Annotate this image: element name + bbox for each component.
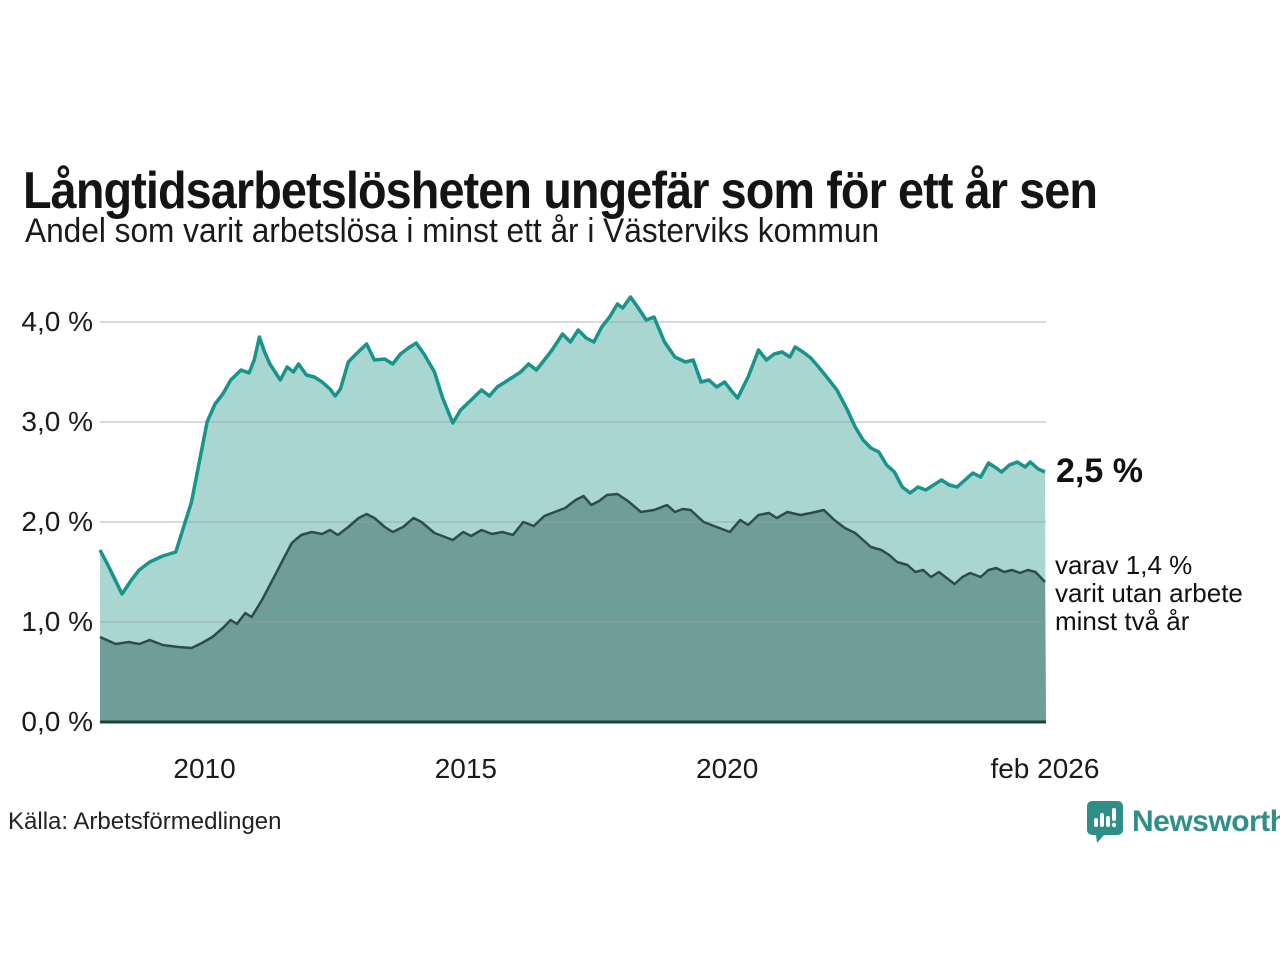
subset-label-line-1: varav 1,4 % <box>1055 550 1193 580</box>
series-end-label-subset: varav 1,4 % varit utan arbete minst två … <box>1055 551 1243 635</box>
x-axis-baseline <box>100 720 1046 724</box>
newsworthy-icon <box>1087 801 1123 843</box>
subset-label-line-2: varit utan arbete <box>1055 578 1243 608</box>
y-tick-label: 1,0 % <box>21 606 93 637</box>
series-end-label-total: 2,5 % <box>1056 452 1143 490</box>
y-tick-label: 2,0 % <box>21 506 93 537</box>
subset-line <box>99 492 1046 650</box>
page-title: Långtidsarbetslösheten ungefär som för e… <box>23 161 1098 220</box>
brand-name: Newsworthy <box>1132 805 1280 838</box>
y-tick-label: 3,0 % <box>21 406 93 437</box>
brand-logo: Newsworthy <box>1086 800 1280 844</box>
y-tick-label: 4,0 % <box>21 306 93 337</box>
subset-label-line-3: minst två år <box>1055 606 1190 636</box>
x-tick-label: feb 2026 <box>990 753 1099 784</box>
source-attribution: Källa: Arbetsförmedlingen <box>8 808 282 835</box>
subset-area <box>100 494 1046 722</box>
x-tick-label: 2010 <box>173 753 235 784</box>
y-tick-label: 0,0 % <box>21 706 93 737</box>
x-tick-label: 2020 <box>696 753 758 784</box>
chart-subtitle: Andel som varit arbetslösa i minst ett å… <box>25 212 880 250</box>
total-line <box>98 295 1046 596</box>
x-tick-label: 2015 <box>435 753 497 784</box>
